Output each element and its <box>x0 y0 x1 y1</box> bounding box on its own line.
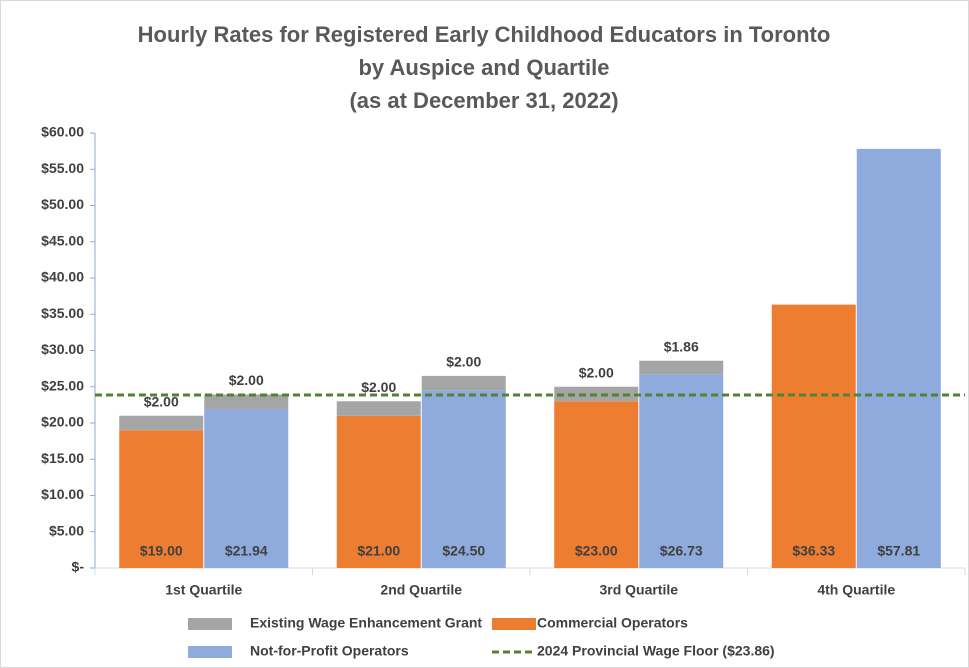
y-tick-label: $50.00 <box>41 196 84 212</box>
x-tick-label: 1st Quartile <box>165 582 242 598</box>
y-tick-label: $30.00 <box>41 341 84 357</box>
grant-bar <box>639 360 724 375</box>
chart-title: (as at December 31, 2022) <box>349 88 618 113</box>
x-tick-label: 2nd Quartile <box>380 582 462 598</box>
legend-label: Not-for-Profit Operators <box>250 643 409 659</box>
legend-swatch <box>188 646 232 658</box>
y-tick-label: $60.00 <box>41 124 84 140</box>
x-tick-label: 4th Quartile <box>817 582 895 598</box>
bar-value-label: $21.94 <box>225 543 268 559</box>
bar <box>204 408 289 568</box>
chart-title: by Auspice and Quartile <box>358 55 609 80</box>
y-tick-label: $45.00 <box>41 232 84 248</box>
bar-value-label: $26.73 <box>660 543 703 559</box>
bar <box>421 390 506 568</box>
bar-value-label: $36.33 <box>792 543 835 559</box>
grant-value-label: $2.00 <box>579 364 614 380</box>
grant-value-label: $2.00 <box>144 393 179 409</box>
y-tick-label: $25.00 <box>41 377 84 393</box>
y-tick-label: $- <box>72 559 85 575</box>
legend-label: Commercial Operators <box>537 615 688 631</box>
grant-bar <box>336 401 421 416</box>
grant-value-label: $1.86 <box>664 338 699 354</box>
grant-value-label: $2.00 <box>229 372 264 388</box>
grant-value-label: $2.00 <box>361 379 396 395</box>
y-tick-label: $5.00 <box>49 522 84 538</box>
bar-value-label: $23.00 <box>575 543 618 559</box>
bar <box>771 304 856 568</box>
grant-bar <box>119 415 204 431</box>
legend-swatch <box>188 618 232 630</box>
bar <box>639 374 724 568</box>
legend-label: 2024 Provincial Wage Floor ($23.86) <box>537 643 775 659</box>
bar-value-label: $21.00 <box>357 543 400 559</box>
y-tick-label: $55.00 <box>41 160 84 176</box>
legend-swatch <box>492 618 536 630</box>
y-tick-label: $20.00 <box>41 414 84 430</box>
bar-value-label: $57.81 <box>877 543 920 559</box>
y-tick-label: $35.00 <box>41 305 84 321</box>
bar <box>856 148 941 568</box>
bar-value-label: $19.00 <box>140 543 183 559</box>
x-tick-label: 3rd Quartile <box>599 582 678 598</box>
grant-bar <box>421 375 506 391</box>
legend-label: Existing Wage Enhancement Grant <box>250 615 482 631</box>
bar <box>336 415 421 568</box>
bar <box>554 401 639 568</box>
grant-value-label: $2.00 <box>446 354 481 370</box>
grant-bar <box>204 394 289 409</box>
y-tick-label: $10.00 <box>41 486 84 502</box>
bar <box>119 430 204 568</box>
y-tick-label: $15.00 <box>41 450 84 466</box>
y-tick-label: $40.00 <box>41 269 84 285</box>
chart-title: Hourly Rates for Registered Early Childh… <box>138 22 831 47</box>
bar-value-label: $24.50 <box>442 543 485 559</box>
